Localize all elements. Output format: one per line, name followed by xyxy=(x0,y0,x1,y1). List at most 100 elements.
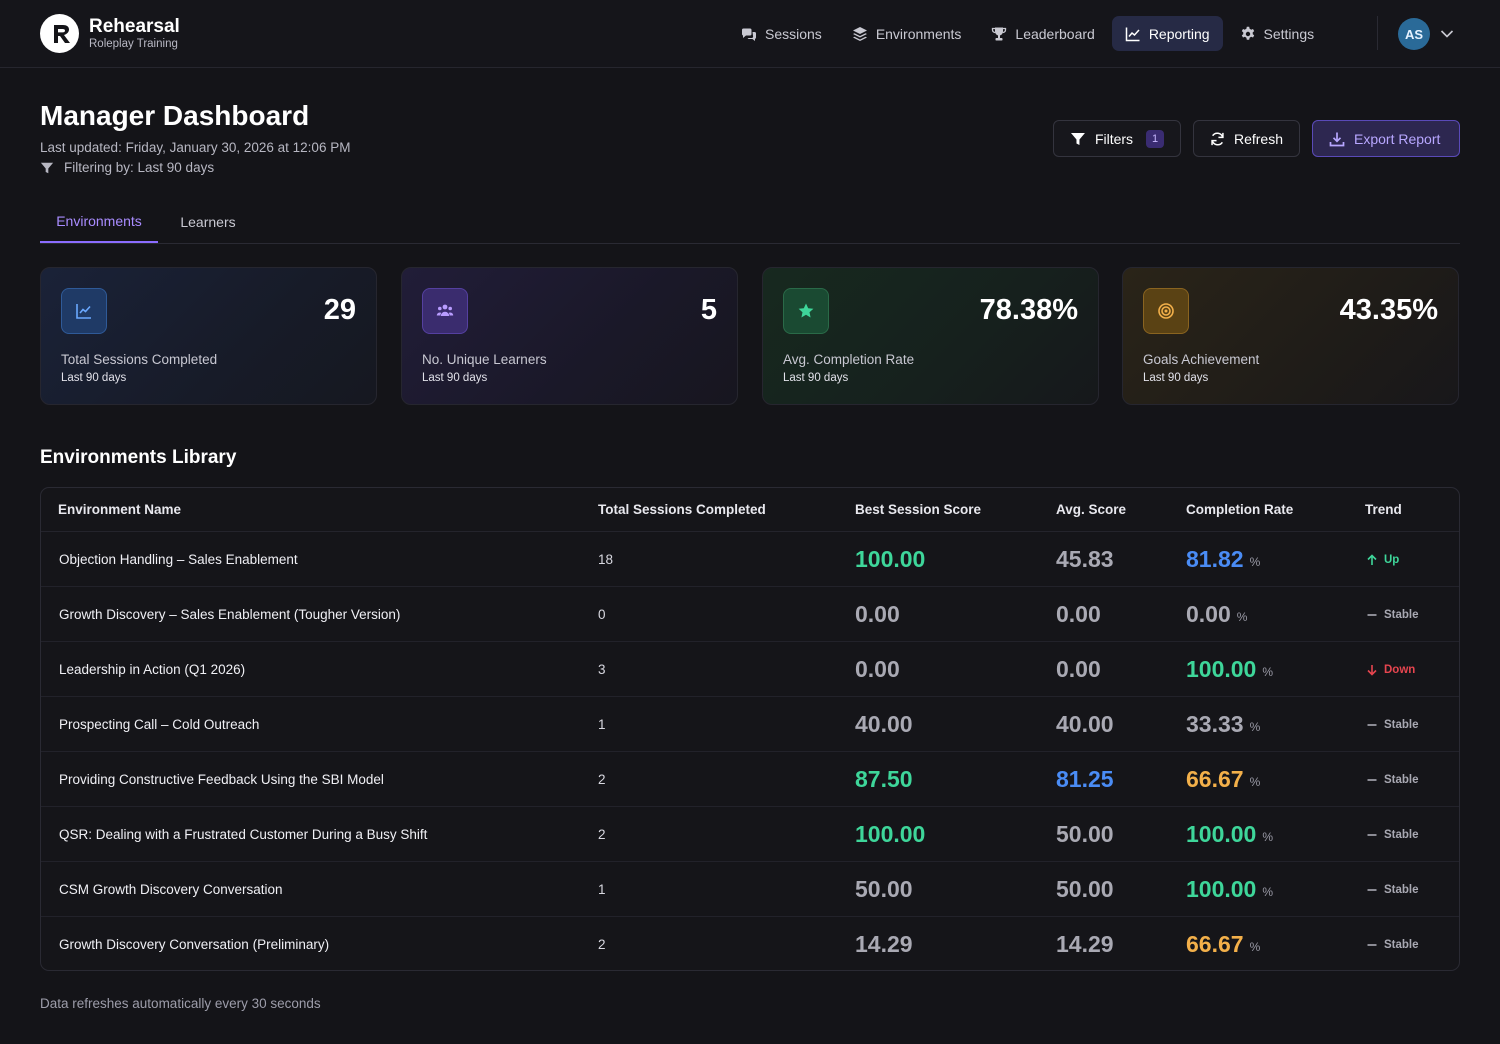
stat-value: 78.38% xyxy=(979,294,1078,326)
trend-label: Stable xyxy=(1384,773,1419,786)
stat-label: Total Sessions Completed xyxy=(61,352,218,367)
active-filter-summary: Filtering by: Last 90 days xyxy=(40,160,214,175)
refresh-button[interactable]: Refresh xyxy=(1193,120,1300,157)
best-session-score: 0.00 xyxy=(855,601,900,627)
section-title-environments-library: Environments Library xyxy=(40,447,237,468)
export-report-button[interactable]: Export Report xyxy=(1312,120,1460,157)
table-row[interactable]: Objection Handling – Sales Enablement 18 1… xyxy=(41,532,1459,587)
avg-score: 0.00 xyxy=(1056,656,1101,682)
nav-item-leaderboard[interactable]: Leaderboard xyxy=(978,16,1107,51)
column-header-best-score[interactable]: Best Session Score xyxy=(855,502,982,517)
environment-name[interactable]: Growth Discovery Conversation (Prelimina… xyxy=(59,937,330,952)
refresh-icon xyxy=(1211,131,1224,146)
table-row[interactable]: Prospecting Call – Cold Outreach 1 40.00 40… xyxy=(41,697,1459,752)
completion-rate: 100.00% xyxy=(1186,642,1273,697)
best-session-score: 50.00 xyxy=(855,876,913,902)
brand-logo[interactable]: Rehearsal Roleplay Training xyxy=(40,14,180,53)
table-row[interactable]: Providing Constructive Feedback Using th… xyxy=(41,752,1459,807)
best-session-score: 0.00 xyxy=(855,656,900,682)
completion-rate-value: 0.00 xyxy=(1186,601,1231,627)
environment-name[interactable]: Prospecting Call – Cold Outreach xyxy=(59,717,260,732)
environment-name[interactable]: CSM Growth Discovery Conversation xyxy=(59,882,283,897)
trend-indicator: Stable xyxy=(1366,917,1419,970)
completion-rate-value: 33.33 xyxy=(1186,711,1244,737)
stat-icon-box xyxy=(783,288,829,334)
sessions-completed: 18 xyxy=(598,552,614,567)
trend-label: Stable xyxy=(1384,938,1419,951)
avg-score: 50.00 xyxy=(1056,821,1114,847)
sessions-completed: 3 xyxy=(598,662,606,677)
environment-name[interactable]: QSR: Dealing with a Frustrated Customer … xyxy=(59,827,428,842)
tab-environments[interactable]: Environments xyxy=(40,201,158,243)
column-header-trend[interactable]: Trend xyxy=(1365,502,1402,517)
environment-name[interactable]: Leadership in Action (Q1 2026) xyxy=(59,662,246,677)
table-row[interactable]: Leadership in Action (Q1 2026) 3 0.00 0.00 1… xyxy=(41,642,1459,697)
trend-indicator: Stable xyxy=(1366,752,1419,807)
trend-label: Stable xyxy=(1384,608,1419,621)
trend-indicator: Up xyxy=(1366,532,1399,587)
table-row[interactable]: Growth Discovery Conversation (Prelimina… xyxy=(41,917,1459,970)
dash-icon xyxy=(1367,613,1377,616)
trend-label: Up xyxy=(1384,553,1400,566)
brand-tagline: Roleplay Training xyxy=(89,37,178,50)
main-nav: Sessions Environments Leaderboard Report… xyxy=(728,16,1327,51)
column-header-completion-rate[interactable]: Completion Rate xyxy=(1186,502,1294,517)
dash-icon xyxy=(1367,778,1377,781)
trophy-icon xyxy=(992,27,1007,40)
completion-rate: 100.00% xyxy=(1186,807,1273,862)
completion-rate-value: 81.82 xyxy=(1186,546,1244,572)
sessions-completed: 2 xyxy=(598,827,606,842)
percent-symbol: % xyxy=(1262,829,1274,844)
column-header-sessions[interactable]: Total Sessions Completed xyxy=(598,502,766,517)
stat-card-total-sessions: 29 Total Sessions Completed Last 90 days xyxy=(40,267,377,405)
dashboard-tabs: Environments Learners xyxy=(40,201,1460,244)
table-row[interactable]: QSR: Dealing with a Frustrated Customer … xyxy=(41,807,1459,862)
table-row[interactable]: CSM Growth Discovery Conversation 1 50.00 5… xyxy=(41,862,1459,917)
stat-icon-box xyxy=(422,288,468,334)
column-header-name[interactable]: Environment Name xyxy=(58,502,182,517)
sessions-completed: 1 xyxy=(598,882,606,897)
trend-indicator: Down xyxy=(1366,642,1415,697)
target-icon xyxy=(1158,303,1174,319)
nav-item-reporting[interactable]: Reporting xyxy=(1111,16,1223,51)
stat-card-completion-rate: 78.38% Avg. Completion Rate Last 90 days xyxy=(762,267,1099,405)
completion-rate-value: 66.67 xyxy=(1186,931,1244,957)
filters-count-badge: 1 xyxy=(1146,129,1164,148)
completion-rate-value: 100.00 xyxy=(1186,876,1257,902)
avg-score: 81.25 xyxy=(1056,766,1114,792)
user-avatar[interactable]: AS xyxy=(1398,18,1430,50)
stat-label: No. Unique Learners xyxy=(422,352,547,367)
nav-item-label: Settings xyxy=(1263,25,1315,42)
dash-icon xyxy=(1367,943,1377,946)
column-header-avg-score[interactable]: Avg. Score xyxy=(1056,502,1127,517)
percent-symbol: % xyxy=(1262,664,1274,679)
chevron-down-icon[interactable] xyxy=(1439,26,1455,42)
trend-label: Stable xyxy=(1384,718,1419,731)
nav-item-settings[interactable]: Settings xyxy=(1227,16,1328,51)
percent-symbol: % xyxy=(1249,774,1261,789)
environment-name[interactable]: Growth Discovery – Sales Enablement (Tou… xyxy=(59,607,401,622)
trend-label: Stable xyxy=(1384,828,1419,841)
filters-button[interactable]: Filters 1 xyxy=(1053,120,1181,157)
avg-score: 40.00 xyxy=(1056,711,1114,737)
environments-table: Environment Name Total Sessions Complete… xyxy=(40,487,1460,971)
environment-name[interactable]: Objection Handling – Sales Enablement xyxy=(59,552,298,567)
top-navigation-bar: Rehearsal Roleplay Training Sessions Env… xyxy=(0,0,1500,68)
nav-item-environments[interactable]: Environments xyxy=(839,16,975,51)
dash-icon xyxy=(1367,833,1377,836)
nav-item-sessions[interactable]: Sessions xyxy=(728,16,835,51)
stat-card-goals-achievement: 43.35% Goals Achievement Last 90 days xyxy=(1122,267,1459,405)
environment-name[interactable]: Providing Constructive Feedback Using th… xyxy=(59,772,384,787)
stat-value: 43.35% xyxy=(1339,294,1438,326)
sessions-completed: 2 xyxy=(598,937,606,952)
tab-learners[interactable]: Learners xyxy=(180,214,236,230)
avg-score: 50.00 xyxy=(1056,876,1114,902)
trend-indicator: Stable xyxy=(1366,587,1419,642)
avg-score: 0.00 xyxy=(1056,601,1101,627)
star-icon xyxy=(798,303,814,318)
completion-rate-value: 100.00 xyxy=(1186,821,1257,847)
dash-icon xyxy=(1367,723,1377,726)
sessions-completed: 2 xyxy=(598,772,606,787)
best-session-score: 100.00 xyxy=(855,821,926,847)
table-row[interactable]: Growth Discovery – Sales Enablement (Tou… xyxy=(41,587,1459,642)
